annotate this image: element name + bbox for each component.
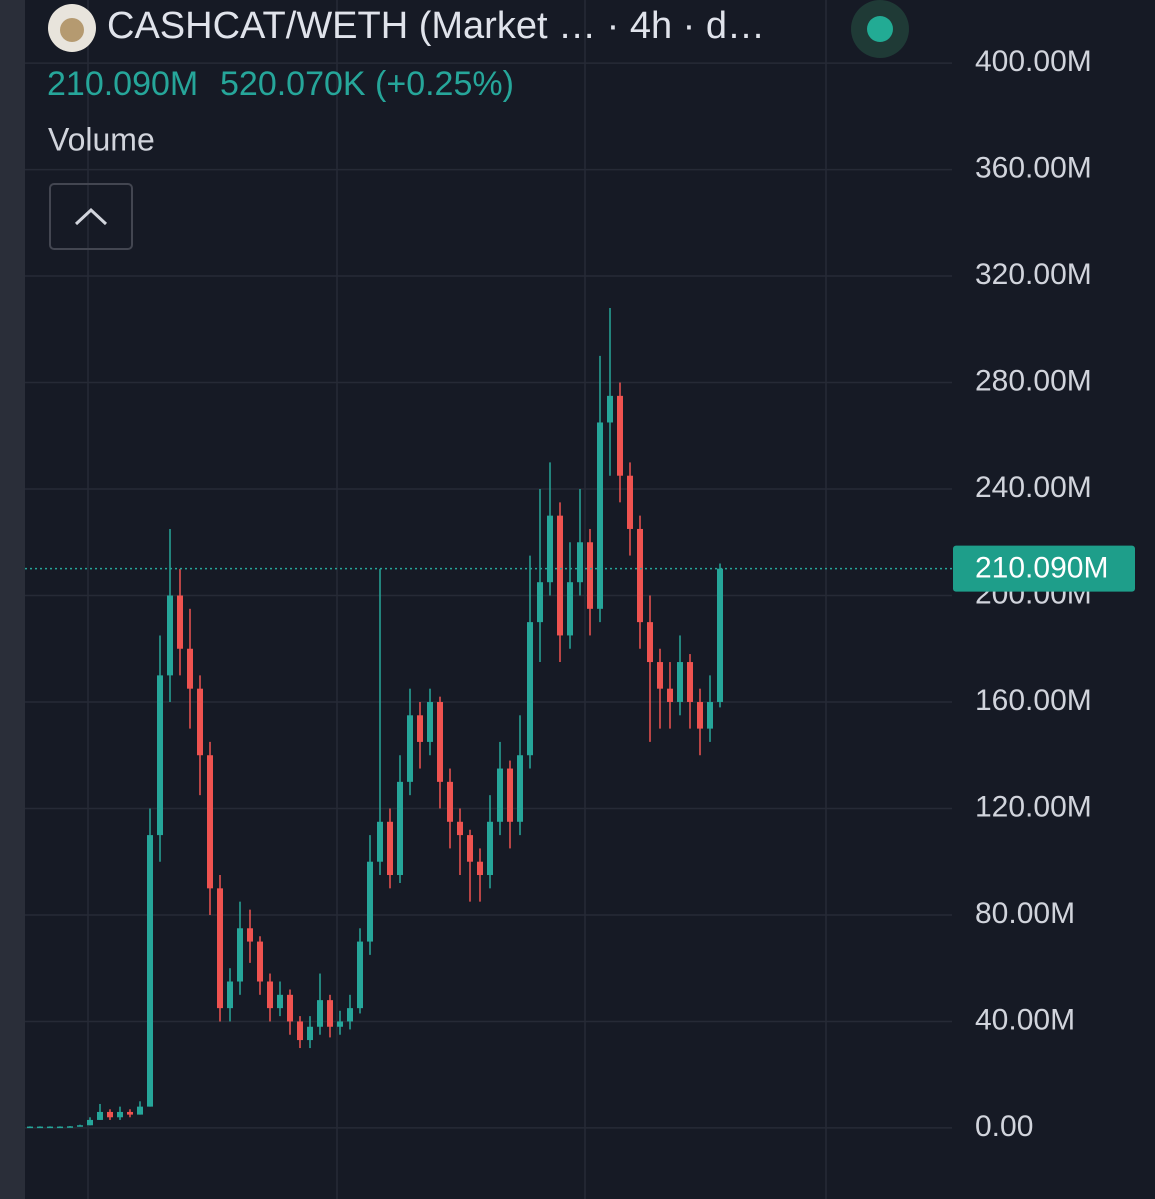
candle-body [427,701,433,742]
plot: 0.0040.00M80.00M120.00M160.00M200.00M240… [25,45,1092,1143]
candle-body [387,821,393,876]
candle-body [227,981,233,1009]
candle-body [617,395,623,476]
candle-body [47,1126,53,1129]
candle-body [167,595,173,676]
candle-body [407,715,413,782]
price: 210.090M [47,65,198,103]
candle-body [377,821,383,862]
candle-body [447,781,453,822]
collapse-button[interactable] [49,183,133,250]
candle-body [607,395,613,423]
candle-body [107,1111,113,1118]
y-tick-label: 0.00 [975,1110,1033,1143]
candle-body [467,835,473,862]
candle-body [337,1021,343,1027]
candle-body [567,582,573,636]
y-tick-label: 320.00M [975,258,1092,291]
overlay: CASHCAT/WETH (Market … · 4h · d… 210.090… [25,0,1135,592]
candle-body [297,1021,303,1041]
candle-body [357,941,363,1009]
candle-body [627,475,633,529]
pair-icon-cat [60,18,84,42]
candle-body [37,1126,43,1129]
candle-body [117,1111,123,1118]
candle-body [277,994,283,1009]
candle-body [587,542,593,609]
candle-body [127,1111,133,1115]
y-tick-label: 40.00M [975,1003,1075,1036]
candle-body [667,688,673,702]
candle-body [177,595,183,649]
candle-body [157,675,163,836]
y-tick-label: 400.00M [975,45,1092,78]
side-strip [0,0,25,1199]
candle-body [717,568,723,702]
candle-body [487,821,493,876]
candle-body [537,582,543,623]
candle-body [287,994,293,1022]
candle-body [197,688,203,756]
candle-body [57,1126,63,1129]
y-tick-label: 160.00M [975,684,1092,717]
candle-body [457,821,463,836]
candle-body [267,981,273,1009]
candle-body [557,515,563,636]
y-tick-label: 240.00M [975,471,1092,504]
candle-body [327,1000,333,1027]
candle-body [507,768,513,822]
candle-body [247,928,253,942]
candle-body [637,528,643,623]
price-label-box [953,545,1135,592]
y-tick-label: 360.00M [975,151,1092,184]
status-dot [867,16,893,42]
vertical-grid [87,0,827,1199]
candle-body [77,1125,83,1127]
candle-body [517,755,523,822]
candle-body [597,422,603,609]
candle-body [187,648,193,689]
candle-body [307,1026,313,1041]
y-tick-label: 120.00M [975,790,1092,823]
candle-body [97,1111,103,1120]
candle-body [687,662,693,702]
y-tick-label: 80.00M [975,897,1075,930]
indicator-label: Volume [48,121,155,157]
candle-body [367,861,373,942]
candle-body [497,768,503,822]
candle-body [67,1126,73,1128]
candle-body [87,1119,93,1126]
candle-body [547,515,553,583]
candle-body [137,1106,143,1115]
price-label: 210.090M [975,552,1108,585]
candle-body [477,861,483,876]
candle-body [237,928,243,982]
chart-title: CASHCAT/WETH (Market … · 4h · d… [107,5,765,47]
change: 520.070K (+0.25%) [220,65,514,103]
candle-body [317,1000,323,1027]
candle-body [647,622,653,663]
candle-body [707,701,713,729]
candle-body [697,701,703,729]
candle-body [207,755,213,889]
candle-body [657,662,663,689]
candle-body [417,715,423,742]
candle-body [217,888,223,1009]
y-tick-label: 280.00M [975,364,1092,397]
candle-body [147,835,153,1107]
chevron-icon [74,207,108,226]
candle-body [677,662,683,702]
candle-body [527,622,533,756]
candle-body [347,1008,353,1022]
candle-body [397,781,403,876]
candle-body [27,1126,33,1129]
candle-body [257,941,263,982]
candle-body [437,701,443,782]
candle-body [577,542,583,583]
